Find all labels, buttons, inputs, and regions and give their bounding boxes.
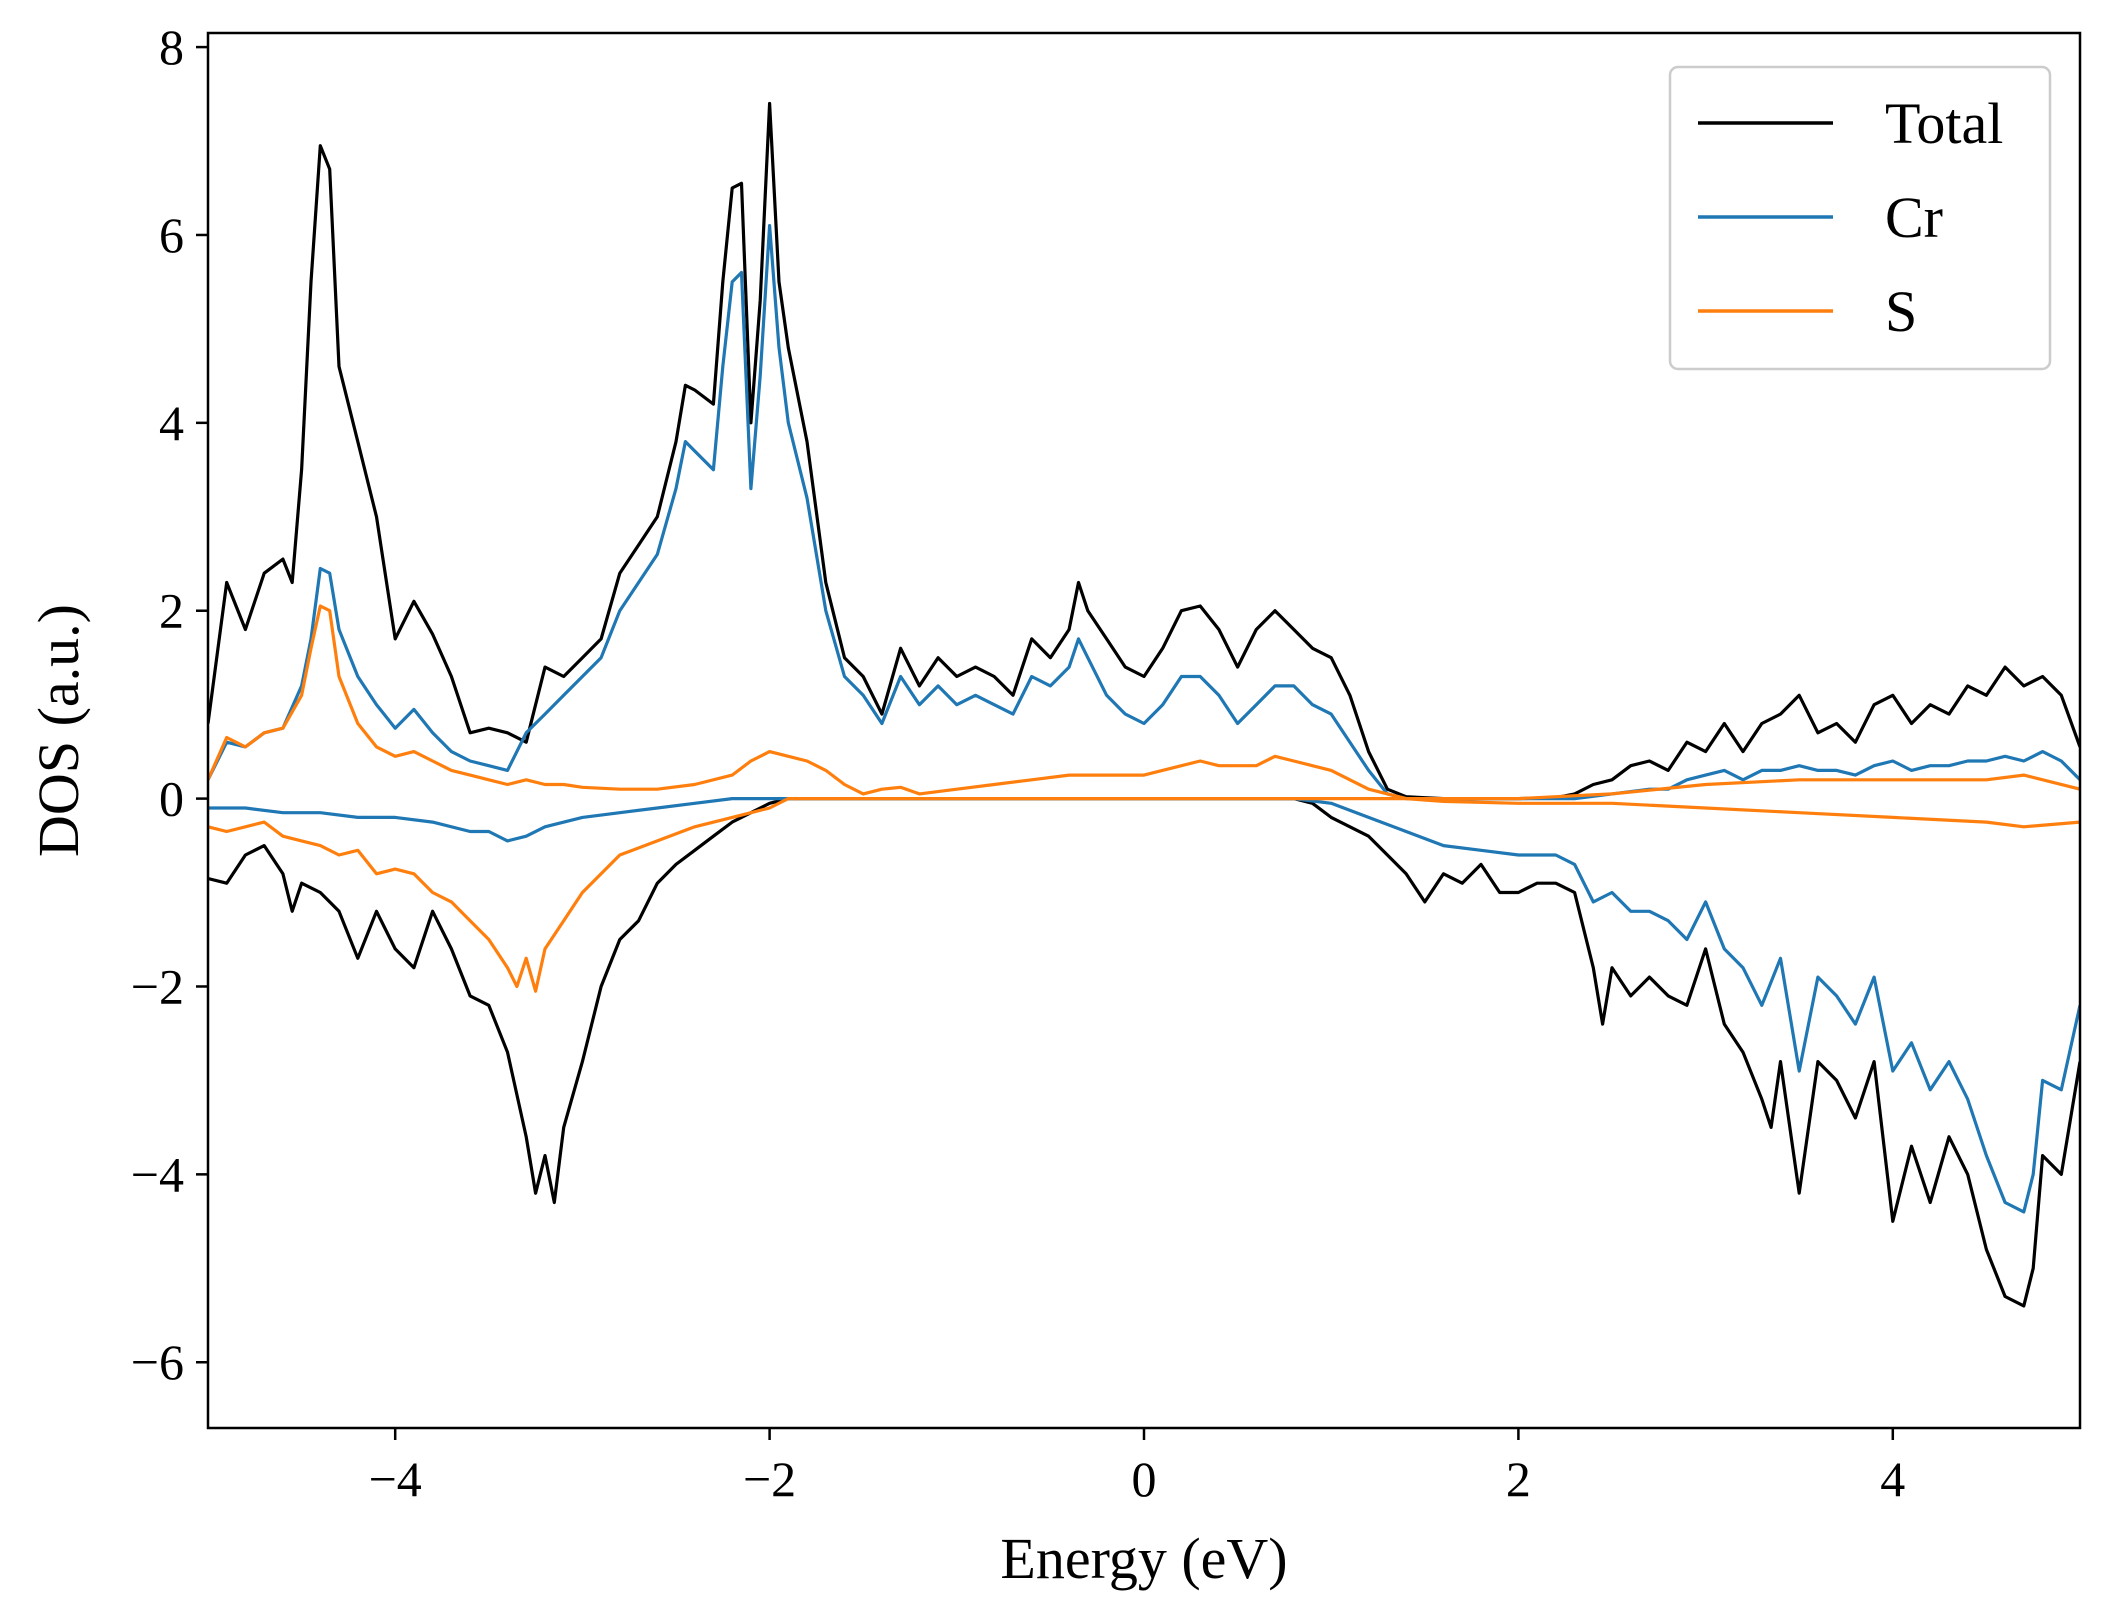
legend-label: S: [1885, 279, 1917, 344]
x-tick-label: −4: [369, 1451, 422, 1507]
y-tick-label: 0: [159, 771, 184, 827]
series-line-cr-up: [208, 224, 2080, 801]
y-axis-label: DOS (a.u.): [26, 604, 91, 857]
legend: Total Cr S: [1668, 65, 2052, 371]
legend-item-total: Total: [1698, 91, 2003, 156]
x-tick-label: 4: [1880, 1451, 1905, 1507]
y-tick-label: 8: [159, 19, 184, 75]
legend-item-cr: Cr: [1698, 185, 1943, 250]
y-axis: −6 −4 −2 0 2 4 6 8: [131, 19, 208, 1390]
y-tick-label: 2: [159, 583, 184, 639]
x-tick-label: 2: [1506, 1451, 1531, 1507]
x-tick-label: 0: [1132, 1451, 1157, 1507]
series-line-s-down: [208, 797, 2080, 993]
series-layer: [208, 101, 2080, 1308]
series-line-s-up: [208, 604, 2080, 801]
x-tick-label: −2: [743, 1451, 796, 1507]
y-tick-label: 4: [159, 395, 184, 451]
series-line-total-down: [208, 797, 2080, 1308]
x-axis: −4 −2 0 2 4: [369, 1428, 1905, 1507]
y-tick-label: 6: [159, 207, 184, 263]
legend-item-s: S: [1698, 279, 1917, 344]
series-line-total-up: [208, 101, 2080, 801]
y-tick-label: −2: [131, 958, 184, 1014]
y-tick-label: −4: [131, 1146, 184, 1202]
legend-label: Total: [1885, 91, 2003, 156]
series-line-cr-down: [208, 797, 2080, 1214]
y-tick-label: −6: [131, 1334, 184, 1390]
legend-box: [1668, 65, 2052, 371]
legend-label: Cr: [1885, 185, 1943, 250]
x-axis-label: Energy (eV): [1000, 1526, 1287, 1591]
